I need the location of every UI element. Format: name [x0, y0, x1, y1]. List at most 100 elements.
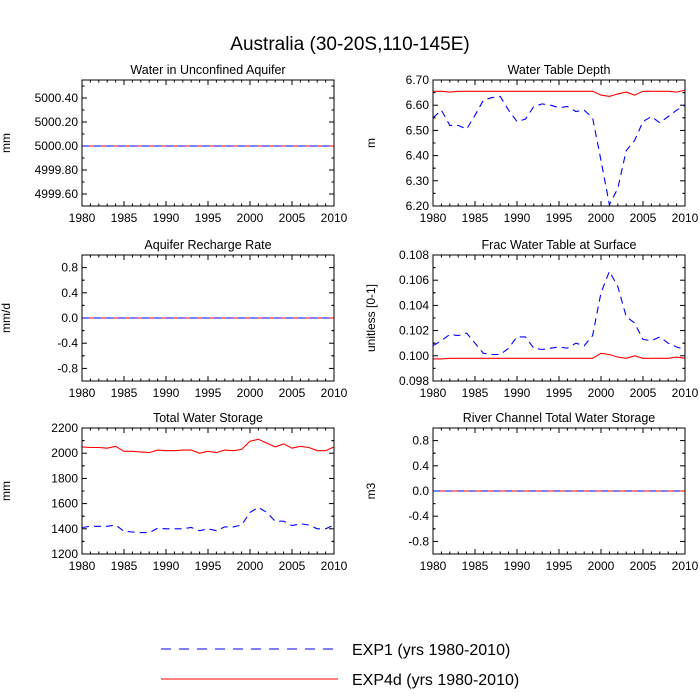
xtick-label: 1995 [546, 559, 573, 573]
ytick-label: 1600 [51, 497, 78, 511]
xtick-label: 1985 [462, 559, 489, 573]
ytick-label: 6.50 [406, 123, 430, 137]
ytick-label: 0.108 [399, 248, 429, 262]
xtick-label: 1980 [69, 386, 96, 400]
ytick-label: 2200 [51, 421, 78, 435]
river-channel-total-water-storage-ylabel: m3 [364, 482, 378, 499]
ytick-label: 0.8 [61, 261, 78, 275]
xtick-label: 2010 [672, 559, 699, 573]
xtick-label: 2010 [321, 386, 348, 400]
ytick-label: 0.100 [399, 349, 429, 363]
xtick-label: 1985 [462, 211, 489, 225]
ytick-label: -0.8 [408, 534, 429, 548]
xtick-label: 1990 [504, 559, 531, 573]
frac-water-table-at-surface-frame [432, 254, 686, 382]
xtick-label: 2010 [321, 211, 348, 225]
xtick-label: 1990 [153, 559, 180, 573]
xtick-label: 2000 [237, 211, 264, 225]
total-water-storage-title: Total Water Storage [153, 411, 263, 425]
water-table-depth-panel: Water Table Depth m 1980 1985 1990 1995 2000 20… [364, 63, 699, 225]
total-water-storage-series-exp4d [81, 438, 335, 454]
ytick-label: 5000.40 [35, 91, 79, 105]
ytick-label: 6.20 [406, 199, 430, 213]
xtick-label: 1980 [420, 386, 447, 400]
panels: Water in Unconfined Aquifer mm 1980 1985 199… [0, 63, 699, 573]
water-table-depth-series-exp1 [432, 95, 686, 207]
water-in-unconfined-aquifer-panel: Water in Unconfined Aquifer mm 1980 1985 199… [0, 63, 348, 225]
ytick-label: 4999.60 [35, 187, 79, 201]
ytick-label: 4999.80 [35, 163, 79, 177]
legend-label-exp4d: EXP4d (yrs 1980-2010) [352, 672, 519, 689]
total-water-storage-frame [81, 427, 335, 555]
xtick-label: 2000 [237, 386, 264, 400]
water-in-unconfined-aquifer-frame [81, 79, 335, 207]
xtick-label: 1980 [69, 211, 96, 225]
river-channel-total-water-storage-title: River Channel Total Water Storage [463, 411, 656, 425]
frac-water-table-at-surface-panel: Frac Water Table at Surface unitless [0-1… [364, 238, 699, 400]
aquifer-recharge-rate-ylabel: mm/d [0, 303, 13, 333]
xtick-label: 2010 [672, 211, 699, 225]
water-table-depth-series-exp4d [433, 89, 686, 97]
xtick-label: 1995 [546, 211, 573, 225]
xtick-label: 1985 [111, 386, 138, 400]
ytick-label: -0.4 [408, 509, 429, 523]
xtick-label: 2005 [279, 386, 306, 400]
xtick-label: 1990 [504, 386, 531, 400]
legend: EXP1 (yrs 1980-2010) EXP4d (yrs 1980-201… [161, 642, 519, 689]
xtick-label: 1990 [504, 211, 531, 225]
ytick-label: 0.104 [399, 298, 429, 312]
xtick-label: 2000 [588, 386, 615, 400]
ytick-label: 2000 [51, 446, 78, 460]
water-table-depth-title: Water Table Depth [508, 63, 611, 77]
xtick-label: 2000 [588, 559, 615, 573]
ytick-label: 0.0 [412, 484, 429, 498]
ytick-label: 1800 [51, 471, 78, 485]
ytick-label: 5000.20 [35, 115, 79, 129]
water-in-unconfined-aquifer-ylabel: mm [0, 133, 13, 153]
total-water-storage-series-exp1 [81, 506, 335, 534]
xtick-label: 2005 [630, 211, 657, 225]
xtick-label: 1980 [420, 559, 447, 573]
ytick-label: 1400 [51, 522, 78, 536]
frac-water-table-at-surface-title: Frac Water Table at Surface [482, 238, 637, 252]
water-table-depth-frame [432, 79, 686, 207]
xtick-label: 2010 [321, 559, 348, 573]
xtick-label: 2000 [588, 211, 615, 225]
frac-water-table-at-surface-ylabel: unitless [0-1] [364, 284, 378, 352]
xtick-label: 1990 [153, 386, 180, 400]
xtick-label: 1985 [462, 386, 489, 400]
xtick-label: 2005 [630, 386, 657, 400]
ytick-label: -0.4 [57, 336, 78, 350]
ytick-label: 6.30 [406, 174, 430, 188]
xtick-label: 2005 [279, 211, 306, 225]
aquifer-recharge-rate-frame [81, 254, 335, 382]
xtick-label: 2010 [672, 386, 699, 400]
xtick-label: 2005 [630, 559, 657, 573]
aquifer-recharge-rate-panel: Aquifer Recharge Rate mm/d 1980 1985 1990 199… [0, 238, 348, 400]
water-in-unconfined-aquifer-title: Water in Unconfined Aquifer [130, 63, 285, 77]
ytick-label: 6.40 [406, 149, 430, 163]
total-water-storage-panel: Total Water Storage mm 1980 1985 1990 1995 200… [0, 411, 348, 573]
xtick-label: 1995 [195, 559, 222, 573]
xtick-label: 1985 [111, 211, 138, 225]
ytick-label: 5000.00 [35, 139, 79, 153]
ytick-label: 0.8 [412, 434, 429, 448]
ytick-label: 0.4 [61, 286, 78, 300]
xtick-label: 1995 [546, 386, 573, 400]
ytick-label: 0.0 [61, 311, 78, 325]
xtick-label: 1980 [69, 559, 96, 573]
ytick-label: 1200 [51, 547, 78, 561]
aquifer-recharge-rate-title: Aquifer Recharge Rate [144, 238, 271, 252]
xtick-label: 1985 [111, 559, 138, 573]
ytick-label: 0.106 [399, 273, 429, 287]
frac-water-table-at-surface-series-exp1 [432, 270, 686, 356]
river-channel-total-water-storage-panel: River Channel Total Water Storage m3 1980 1… [364, 411, 699, 573]
xtick-label: 2000 [237, 559, 264, 573]
water-table-depth-ylabel: m [364, 138, 378, 148]
xtick-label: 1990 [153, 211, 180, 225]
xtick-label: 1980 [420, 211, 447, 225]
xtick-label: 2005 [279, 559, 306, 573]
ytick-label: -0.8 [57, 361, 78, 375]
river-channel-total-water-storage-frame [432, 427, 686, 555]
